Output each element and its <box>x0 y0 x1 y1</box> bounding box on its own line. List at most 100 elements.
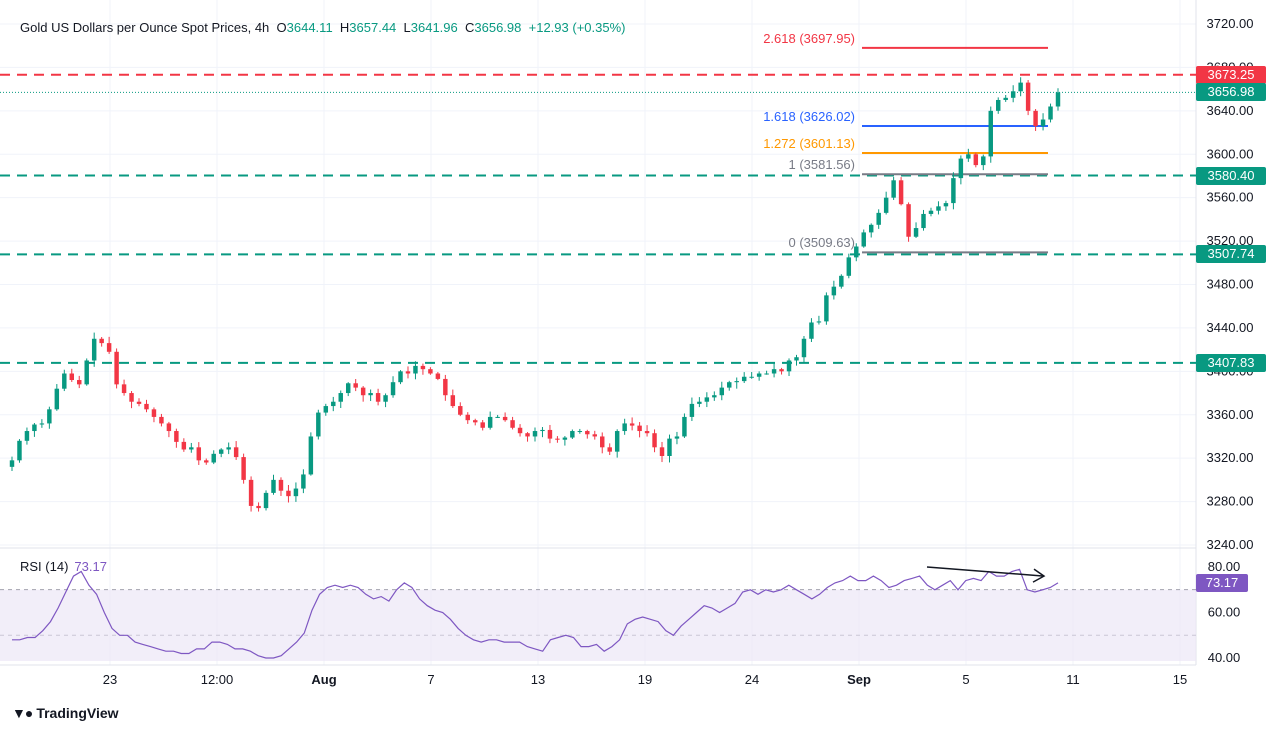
candle <box>637 425 642 432</box>
y-tick-label: 3600.00 <box>1207 146 1254 161</box>
candle <box>891 180 896 198</box>
x-tick-label: Sep <box>847 672 871 687</box>
candle <box>1025 82 1031 111</box>
candle <box>91 338 97 361</box>
candle <box>301 474 306 489</box>
candle <box>883 197 889 213</box>
rsi-legend: RSI (14) 73.17 <box>20 559 107 574</box>
candle <box>69 373 74 381</box>
candle <box>473 420 478 423</box>
candle <box>629 423 635 426</box>
candle <box>898 180 904 205</box>
candle <box>129 393 134 402</box>
rsi-y-tick-label: 40.00 <box>1208 650 1241 665</box>
candle <box>1018 82 1023 92</box>
candle <box>532 431 538 437</box>
candle <box>62 373 67 389</box>
candle <box>682 416 687 437</box>
close-label: C <box>465 20 475 35</box>
support-resistance-levels <box>0 73 1196 364</box>
rsi-y-tick-label: 80.00 <box>1208 559 1241 574</box>
candle <box>1010 91 1016 98</box>
candle <box>719 387 725 396</box>
chart-title: Gold US Dollars per Ounce Spot Prices, 4… <box>20 20 270 35</box>
candle <box>211 453 216 463</box>
candle <box>480 422 485 428</box>
candle <box>1003 97 1008 100</box>
candle <box>824 295 829 322</box>
candle <box>375 393 381 402</box>
candle <box>263 492 269 509</box>
price-tag: 3407.83 <box>1196 353 1266 372</box>
x-tick-label: Aug <box>311 672 336 687</box>
candle <box>801 338 807 358</box>
price-tag: 3580.40 <box>1196 166 1266 185</box>
x-tick-label: 11 <box>1066 672 1080 687</box>
candle <box>24 431 30 441</box>
candle <box>204 460 209 463</box>
y-tick-label: 3640.00 <box>1207 103 1254 118</box>
rsi-series <box>12 568 1059 659</box>
candle <box>114 351 119 385</box>
candle <box>256 505 261 509</box>
candle <box>428 369 433 374</box>
candle <box>77 380 82 385</box>
candle <box>226 447 231 450</box>
brand[interactable]: ▼● TradingView <box>12 705 119 721</box>
candle <box>495 416 500 418</box>
candle <box>525 433 530 437</box>
candle <box>585 431 590 435</box>
price-tag: 3673.25 <box>1196 65 1266 84</box>
candle <box>32 424 37 432</box>
candle <box>659 447 665 456</box>
candle <box>435 373 441 379</box>
candle <box>286 490 291 497</box>
tradingview-logo-icon: ▼● <box>12 705 33 721</box>
candle <box>749 376 754 378</box>
candle <box>121 384 127 394</box>
candle <box>570 431 575 438</box>
rsi-value: 73.17 <box>74 559 107 574</box>
candle <box>704 397 710 402</box>
candle <box>712 395 717 398</box>
candle <box>241 457 246 480</box>
price-tag: 3656.98 <box>1196 83 1266 102</box>
y-tick-label: 3280.00 <box>1207 494 1254 509</box>
candle <box>741 376 747 382</box>
candle <box>413 365 418 374</box>
y-tick-label: 3560.00 <box>1207 190 1254 205</box>
candle <box>786 360 792 372</box>
candle <box>345 383 351 394</box>
candle <box>196 447 202 461</box>
candle <box>981 156 986 166</box>
candle <box>360 387 366 396</box>
divergence-line <box>926 566 1045 577</box>
candle <box>271 479 276 493</box>
candle <box>450 395 456 407</box>
x-tick-label: 7 <box>427 672 434 687</box>
y-tick-label: 3720.00 <box>1207 16 1254 31</box>
candle <box>577 431 583 433</box>
change-value: +12.93 (+0.35%) <box>528 20 626 35</box>
candle <box>988 110 993 157</box>
candle <box>174 431 179 442</box>
candle <box>47 409 52 424</box>
candle <box>323 406 329 413</box>
candle <box>547 429 553 439</box>
candle <box>17 440 22 461</box>
chart-legend: Gold US Dollars per Ounce Spot Prices, 4… <box>20 20 625 35</box>
fib-label: 1.272 (3601.13) <box>763 136 855 152</box>
candle <box>943 203 949 207</box>
x-tick-label: 23 <box>103 672 117 687</box>
candle <box>951 178 956 204</box>
candle <box>353 383 358 388</box>
candle <box>106 343 112 352</box>
candle <box>727 382 732 388</box>
brand-name: TradingView <box>36 705 119 721</box>
candle <box>764 373 769 375</box>
candle <box>861 232 866 247</box>
candle <box>368 393 373 396</box>
fib-label: 0 (3509.63) <box>788 235 856 251</box>
candle <box>1033 110 1038 127</box>
